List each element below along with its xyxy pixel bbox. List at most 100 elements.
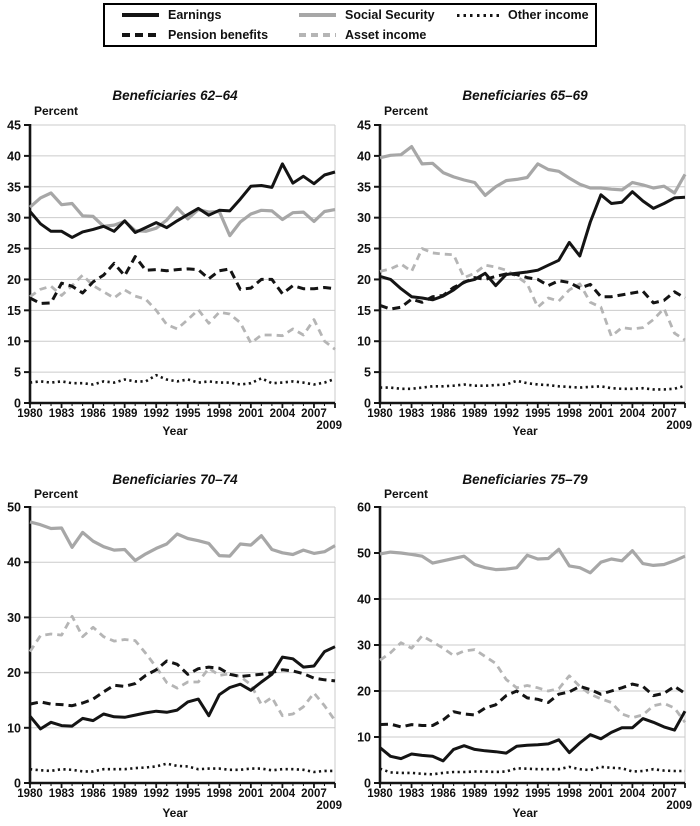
series-line-earnings — [379, 710, 687, 763]
y-tick-label: 30 — [357, 639, 371, 653]
legend-item-pension-benefits: Pension benefits — [122, 28, 299, 43]
y-tick-label: 20 — [7, 666, 21, 680]
series-line-pension-benefits — [379, 682, 686, 729]
y-tick-label: 10 — [357, 335, 371, 349]
x-tick-label: 2007 — [301, 788, 327, 800]
y-tick-label: 20 — [7, 273, 21, 287]
y-tick-label: 35 — [357, 180, 371, 194]
x-tick-label: 1986 — [80, 408, 106, 420]
chart-title: Beneficiaries 62–64 — [112, 88, 238, 103]
x-tick-label: 2001 — [238, 408, 264, 420]
x-tick-label: 1992 — [493, 788, 519, 800]
x-tick-label-last: 2009 — [666, 420, 692, 432]
series-line-asset-income — [379, 634, 687, 724]
x-tick-label: 1980 — [17, 408, 43, 420]
x-tick-label: 1995 — [175, 788, 201, 800]
y-tick-label: 60 — [357, 501, 371, 515]
x-tick-label: 1998 — [557, 788, 583, 800]
y-tick-label: 15 — [357, 304, 371, 318]
y-tick-label: 30 — [7, 611, 21, 625]
other-income-line-swatch — [457, 13, 499, 17]
x-tick-label: 1983 — [399, 788, 425, 800]
x-tick-label: 1989 — [462, 408, 488, 420]
y-tick-label: 40 — [357, 149, 371, 163]
x-tick-label: 1986 — [80, 788, 106, 800]
plot-beneficiaries-65-69: 0 5 10 15 20 25 30 35 40 45 1980 1983 1986 1989 1992 19… — [357, 119, 692, 433]
series-line-other-income — [29, 762, 335, 774]
y-tick-label: 25 — [7, 242, 21, 256]
series-line-social-security — [28, 191, 336, 238]
x-tick-label: 1980 — [367, 408, 393, 420]
y-tick-label: 0 — [14, 777, 21, 791]
asset-income-line-swatch — [299, 33, 336, 37]
x-tick-label: 1980 — [367, 788, 393, 800]
x-tick-label: 1992 — [493, 408, 519, 420]
x-tick-label: 1983 — [399, 408, 425, 420]
y-tick-label: 50 — [357, 547, 371, 561]
x-tick-label: 1998 — [207, 788, 233, 800]
legend-label-pension-benefits: Pension benefits — [168, 28, 269, 42]
x-axis-label: Year — [162, 806, 188, 820]
legend-label-other-income: Other income — [508, 8, 589, 22]
x-tick-label-last: 2009 — [316, 420, 342, 432]
x-tick-label: 2004 — [620, 788, 646, 800]
social-security-line-swatch — [299, 13, 336, 17]
series-line-other-income — [29, 373, 336, 386]
series-line-social-security — [29, 520, 336, 563]
chart-title: Beneficiaries 75–79 — [462, 472, 588, 487]
x-tick-label: 1995 — [525, 408, 551, 420]
x-tick-label: 1983 — [49, 408, 75, 420]
y-tick-label: 0 — [14, 397, 21, 411]
earnings-line-swatch — [122, 13, 159, 17]
x-axis-label: Year — [162, 424, 188, 438]
y-tick-label: 5 — [14, 366, 21, 380]
x-tick-label-last: 2009 — [316, 800, 342, 812]
plot-beneficiaries-70-74: 0 10 20 30 40 50 1980 1983 1986 1989 1992 1995 1998 2… — [7, 501, 342, 813]
y-tick-label: 40 — [7, 149, 21, 163]
pension-benefits-line-swatch — [122, 33, 159, 37]
chart-title: Beneficiaries 70–74 — [112, 472, 238, 487]
series-line-pension-benefits — [379, 272, 686, 311]
y-tick-label: 40 — [357, 593, 371, 607]
series-line-pension-benefits — [29, 659, 336, 708]
y-axis-label: Percent — [384, 487, 429, 501]
x-tick-label: 2004 — [620, 408, 646, 420]
series-line-social-security — [379, 547, 686, 575]
x-tick-label: 1998 — [557, 408, 583, 420]
x-tick-label: 1983 — [49, 788, 75, 800]
y-tick-label: 35 — [7, 180, 21, 194]
x-tick-label: 2004 — [270, 788, 296, 800]
y-tick-label: 45 — [357, 119, 371, 133]
y-tick-label: 0 — [364, 777, 371, 791]
series-line-other-income — [380, 379, 686, 391]
x-tick-label: 2001 — [588, 408, 614, 420]
legend: Earnings Social Security Other income Pe… — [103, 3, 597, 47]
legend-label-earnings: Earnings — [168, 8, 222, 22]
x-tick-label: 1980 — [17, 788, 43, 800]
x-axis-label: Year — [512, 424, 538, 438]
legend-item-other-income: Other income — [457, 8, 595, 23]
y-tick-label: 20 — [357, 273, 371, 287]
x-tick-label: 1992 — [143, 408, 169, 420]
y-tick-label: 20 — [357, 685, 371, 699]
x-tick-label: 1995 — [525, 788, 551, 800]
x-tick-label: 1998 — [207, 408, 233, 420]
x-tick-label: 1986 — [430, 408, 456, 420]
legend-item-social-security: Social Security — [299, 8, 457, 23]
series-line-earnings — [28, 162, 336, 239]
y-tick-label: 25 — [357, 242, 371, 256]
chart-beneficiaries-70-74: Beneficiaries 70–74 Percent 0 10 20 30 40 50 1… — [0, 452, 350, 826]
x-tick-label: 1986 — [430, 788, 456, 800]
y-tick-label: 40 — [7, 556, 21, 570]
x-tick-label: 2007 — [651, 788, 677, 800]
x-tick-label: 1992 — [143, 788, 169, 800]
x-tick-label: 1995 — [175, 408, 201, 420]
legend-item-asset-income: Asset income — [299, 28, 457, 43]
y-tick-label: 30 — [357, 211, 371, 225]
y-tick-label: 10 — [7, 721, 21, 735]
y-tick-label: 15 — [7, 304, 21, 318]
chart-beneficiaries-65-69: Beneficiaries 65–69 Percent 0 5 10 15 20 25 30… — [350, 75, 700, 443]
y-tick-label: 50 — [7, 501, 21, 515]
y-tick-label: 45 — [7, 119, 21, 133]
